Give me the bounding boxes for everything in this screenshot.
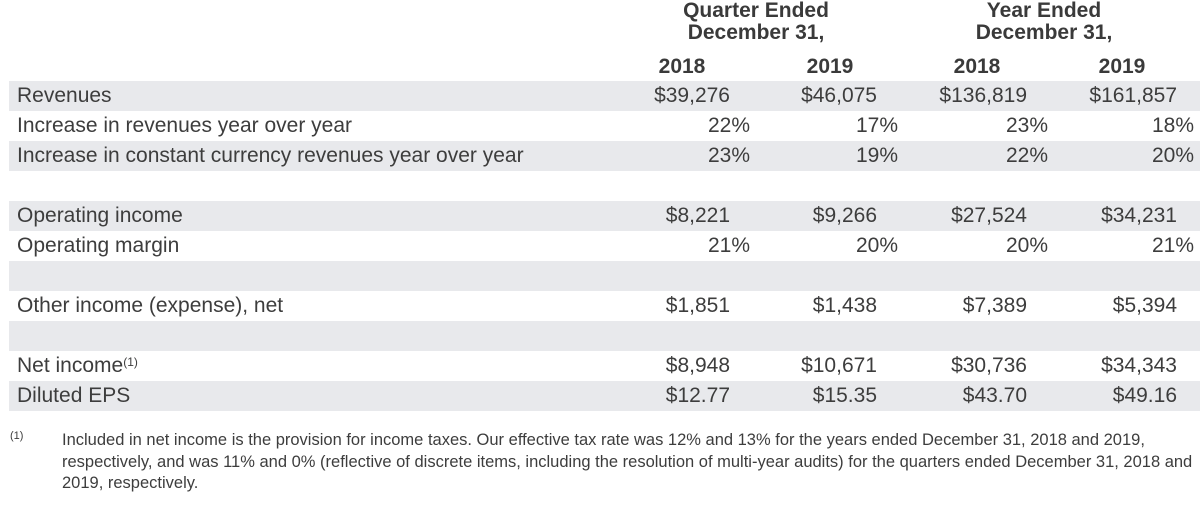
cell-value: 20% (1151, 144, 1194, 167)
cell-value: 18% (1151, 114, 1194, 137)
row-label: Other income (expense), net (17, 294, 283, 318)
cell-value: $34,343 (1101, 354, 1177, 377)
cell-value: 17% (855, 114, 898, 137)
cell-value: $7,389 (962, 294, 1027, 317)
header-line: Year Ended (986, 0, 1102, 22)
cell-value: 20% (855, 234, 898, 257)
footnote-reference: (1) (123, 355, 138, 369)
cell-value: $8,221 (665, 204, 730, 227)
cell-value: 23% (707, 144, 750, 167)
row-label: Operating income (17, 204, 183, 228)
cell-value: 22% (1005, 144, 1048, 167)
cell-value: 21% (707, 234, 750, 257)
spacer-row (9, 261, 1200, 291)
cell-value: $43.70 (962, 384, 1027, 407)
row-label-text: Operating margin (17, 234, 180, 257)
cell-value: $27,524 (951, 204, 1027, 227)
row-label: Operating margin (17, 234, 179, 258)
cell-value: $46,075 (801, 84, 877, 107)
cell-value: 20% (1005, 234, 1048, 257)
row-label-text: Increase in constant currency revenues y… (17, 144, 524, 167)
cell-value: 19% (855, 144, 898, 167)
year-header: 2018 (658, 55, 706, 78)
spacer-row (9, 321, 1200, 351)
cell-value: $161,857 (1089, 84, 1177, 107)
cell-value: $1,438 (812, 294, 877, 317)
cell-value: $136,819 (939, 84, 1027, 107)
row-label: Increase in revenues year over year (17, 114, 352, 138)
header-line: December 31, (687, 21, 825, 44)
cell-value: $39,276 (654, 84, 730, 107)
table-row: Operating income $8,221 $9,266 $27,524 $34,2… (9, 201, 1200, 231)
cell-value: $49.16 (1112, 384, 1177, 407)
header-line: Quarter Ended (683, 0, 829, 22)
year-ended-header: Year Ended December 31, (914, 0, 1174, 44)
table-row: Other income (expense), net $1,851 $1,438 $… (9, 291, 1200, 321)
table-row: Increase in revenues year over year 22% 17… (9, 111, 1200, 141)
cell-value: $5,394 (1112, 294, 1177, 317)
table-row: Revenues $39,276 $46,075 $136,819 $161,857 (9, 81, 1200, 111)
footnote-mark: (1) (10, 430, 24, 442)
table-row: Increase in constant currency revenues y… (9, 141, 1200, 171)
row-label-text: Revenues (17, 84, 112, 107)
year-header: 2018 (953, 55, 1001, 78)
cell-value: $8,948 (665, 354, 730, 377)
spacer-row (9, 171, 1200, 201)
header-line: December 31, (975, 21, 1113, 44)
quarter-ended-header: Quarter Ended December 31, (626, 0, 886, 44)
row-label: Diluted EPS (17, 384, 130, 408)
cell-value: $15.35 (812, 384, 877, 407)
table-row: Net income(1) $8,948 $10,671 $30,736 $34,343 (9, 351, 1200, 381)
footnote-text: Included in net income is the provision … (62, 431, 1193, 492)
cell-value: $10,671 (801, 354, 877, 377)
cell-value: $9,266 (812, 204, 877, 227)
cell-value: $30,736 (951, 354, 1027, 377)
cell-value: 23% (1005, 114, 1048, 137)
cell-value: 22% (707, 114, 750, 137)
cell-value: 21% (1151, 234, 1194, 257)
row-label: Net income(1) (17, 354, 138, 378)
row-label-text: Diluted EPS (17, 384, 131, 407)
row-label-text: Net income (17, 354, 124, 377)
row-label: Revenues (17, 84, 112, 108)
row-label-text: Increase in revenues year over year (17, 114, 353, 137)
year-header: 2019 (806, 55, 854, 78)
table-row: Operating margin 21% 20% 20% 21% (9, 231, 1200, 261)
cell-value: $1,851 (665, 294, 730, 317)
table-row: Diluted EPS $12.77 $15.35 $43.70 $49.16 (9, 381, 1200, 411)
row-label-text: Other income (expense), net (17, 294, 284, 317)
year-header: 2019 (1098, 55, 1146, 78)
cell-value: $12.77 (665, 384, 730, 407)
cell-value: $34,231 (1101, 204, 1177, 227)
row-label: Increase in constant currency revenues y… (17, 144, 524, 168)
row-label-text: Operating income (17, 204, 183, 227)
